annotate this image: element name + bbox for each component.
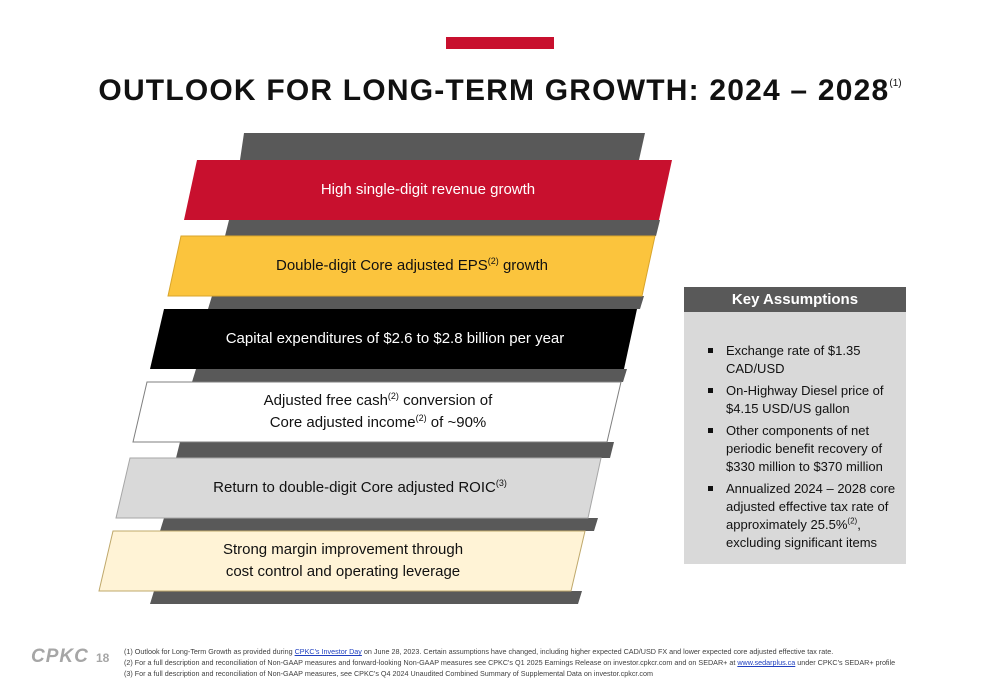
assumption-item: Exchange rate of $1.35 CAD/USD (708, 342, 896, 378)
band-roic (115, 457, 602, 519)
band-roic-label: Return to double-digit Core adjusted ROI… (213, 478, 507, 497)
square-bullet-icon (708, 388, 713, 393)
band-revenue (184, 160, 672, 220)
square-bullet-icon (708, 348, 713, 353)
band-eps (167, 235, 656, 297)
stair-connector-7 (150, 591, 582, 604)
footnotes: (1) Outlook for Long-Term Growth as prov… (124, 646, 984, 679)
band-margin (98, 530, 586, 592)
stair-connector-3 (208, 296, 644, 309)
cpkc-logo: CPKC (31, 646, 89, 667)
stair-connector-2 (225, 220, 660, 236)
stair-connector-5 (176, 442, 614, 458)
sedarplus-link[interactable]: www.sedarplus.ca (737, 658, 796, 667)
square-bullet-icon (708, 486, 713, 491)
key-assumptions-list: Exchange rate of $1.35 CAD/USD On-Highwa… (684, 312, 906, 552)
page-title: OUTLOOK FOR LONG-TERM GROWTH: 2024 – 202… (98, 74, 902, 107)
band-fcf (132, 381, 622, 443)
band-capex-label: Capital expenditures of $2.6 to $2.8 bil… (225, 330, 565, 347)
band-fcf-label: Adjusted free cash(2) conversion of Core… (263, 391, 493, 432)
stair-connector-4 (192, 369, 627, 382)
title-footnote-ref: (1) (889, 78, 902, 89)
footnote-3: (3) For a full description and reconcili… (124, 669, 653, 678)
band-capex (150, 309, 637, 369)
footnote-2: (2) For a full description and reconcili… (124, 658, 896, 667)
stair-connector-1 (240, 133, 645, 160)
assumption-item: On-Highway Diesel price of $4.15 USD/US … (708, 382, 896, 418)
page-number: 18 (96, 651, 110, 665)
band-revenue-label: High single-digit revenue growth (320, 181, 536, 198)
square-bullet-icon (708, 428, 713, 433)
assumption-item: Annualized 2024 – 2028 core adjusted eff… (708, 480, 896, 552)
key-assumptions-panel: Key Assumptions Exchange rate of $1.35 C… (684, 287, 906, 564)
band-eps-label: Double-digit Core adjusted EPS(2) growth (276, 256, 548, 275)
assumption-item: Other components of net periodic benefit… (708, 422, 896, 476)
investor-day-link[interactable]: CPKC's Investor Day (294, 647, 362, 656)
band-margin-label: Strong margin improvement through cost co… (222, 541, 464, 580)
footnote-1: (1) Outlook for Long-Term Growth as prov… (124, 647, 834, 656)
stair-connector-6 (160, 518, 598, 531)
accent-bar (446, 37, 554, 49)
key-assumptions-header: Key Assumptions (684, 287, 906, 312)
